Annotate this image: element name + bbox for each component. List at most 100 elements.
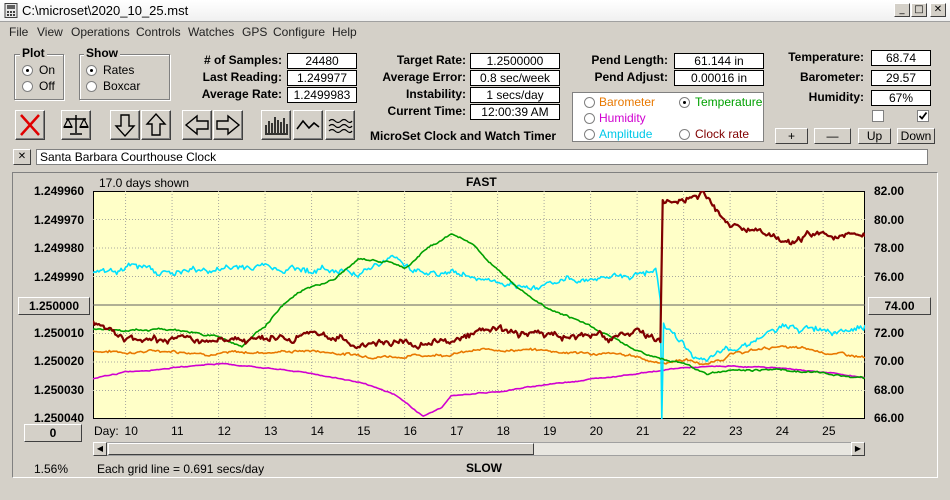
minimize-button[interactable]: _ (894, 3, 910, 17)
x-axis-tick: 18 (496, 424, 510, 438)
show-rates-radio[interactable] (86, 65, 97, 76)
app-name-label: MicroSet Clock and Watch Timer (370, 129, 557, 143)
scroll-left-button[interactable] (182, 110, 212, 140)
window-title: C:\microset\2020_10_25.mst (22, 3, 189, 18)
scale-plus-button[interactable]: + (775, 128, 808, 144)
x-axis-labels: 10 11 12 13 14 15 16 17 18 19 20 21 22 23 24 25 (93, 424, 865, 440)
series-line-amplitude (93, 254, 865, 419)
clock-rate-radio[interactable] (679, 129, 690, 140)
arrow-right-icon (216, 114, 241, 136)
x-axis-tick: 19 (543, 424, 557, 438)
left-axis-tick: 1.249990 (33, 270, 84, 284)
option-checkbox-1[interactable] (872, 110, 884, 122)
days-shown-label: 17.0 days shown (99, 176, 190, 190)
plot-group (14, 54, 64, 100)
x-axis-tick: 16 (403, 424, 417, 438)
line-view-button[interactable] (293, 110, 323, 140)
x-axis-tick: 11 (171, 424, 184, 438)
show-group-title: Show (84, 46, 120, 60)
x-axis-tick: 22 (682, 424, 696, 438)
clock-name-input[interactable]: Santa Barbara Courthouse Clock (36, 149, 928, 165)
menu-operations[interactable]: Operations (71, 25, 130, 39)
rate-chart[interactable] (93, 191, 865, 419)
x-axis-tick: 13 (264, 424, 278, 438)
barometer-field: 29.57 (871, 70, 931, 86)
fast-label: FAST (466, 175, 497, 189)
show-boxcar-radio[interactable] (86, 81, 97, 92)
menu-gps[interactable]: GPS (242, 25, 268, 39)
menu-view[interactable]: View (37, 25, 63, 39)
last-reading-field: 1.249977 (287, 70, 357, 86)
slow-label: SLOW (466, 461, 502, 475)
menu-help[interactable]: Help (332, 25, 357, 39)
scale-down-button[interactable]: Down (897, 128, 935, 144)
scale-up-button[interactable]: Up (858, 128, 891, 144)
scale-minus-button[interactable]: — (814, 128, 851, 144)
offset-button[interactable]: 0 (24, 424, 82, 442)
center-temperature-button[interactable]: 74.00 (868, 297, 931, 315)
current-time-label: Current Time: (387, 104, 466, 118)
show-rates-label: Rates (103, 63, 135, 77)
move-down-button[interactable] (110, 110, 140, 140)
menu-watches[interactable]: Watches (188, 25, 235, 39)
menu-file[interactable]: File (9, 25, 29, 39)
average-rate-label: Average Rate: (201, 87, 282, 101)
plot-off-label: Off (39, 79, 55, 93)
x-axis-tick: 15 (357, 424, 371, 438)
option-checkbox-2[interactable] (917, 110, 929, 122)
red-x-icon (20, 114, 40, 136)
plot-off-radio[interactable] (22, 81, 33, 92)
right-axis-tick: 70.00 (874, 354, 905, 368)
current-time-field: 12:00:39 AM (470, 104, 560, 120)
arrow-up-icon (145, 112, 167, 136)
show-group (79, 54, 170, 100)
clear-data-button[interactable] (15, 110, 45, 140)
average-rate-field: 1.2499983 (287, 87, 357, 103)
center-rate-button[interactable]: 1.250000 (18, 297, 90, 315)
left-axis-tick: 1.250020 (33, 354, 84, 368)
menu-configure[interactable]: Configure (273, 25, 326, 39)
x-axis-tick: 10 (124, 424, 138, 438)
pend-length-label: Pend Length: (591, 53, 668, 67)
scroll-right-button[interactable] (213, 110, 243, 140)
balance-scale-icon (63, 115, 89, 135)
temperature-radio[interactable] (679, 97, 690, 108)
sensor-selector-panel: Barometer Temperature Humidity Amplitude… (572, 92, 764, 142)
target-rate-field: 1.2500000 (470, 53, 560, 69)
scrollbar-thumb[interactable] (108, 443, 534, 455)
right-axis-tick: 68.00 (874, 383, 905, 397)
x-axis-tick: 23 (729, 424, 743, 438)
average-error-label: Average Error: (382, 70, 466, 84)
multi-wave-icon (328, 118, 353, 134)
barometer-label: Barometer: (799, 70, 864, 84)
bars-icon (265, 117, 288, 135)
title-bar: C:\microset\2020_10_25.mst _ □ ✕ (0, 0, 950, 22)
x-axis-tick: 21 (636, 424, 650, 438)
series-line-barometer (93, 345, 865, 366)
amplitude-option-label: Amplitude (599, 127, 653, 141)
left-axis-tick: 1.249970 (33, 213, 84, 227)
scroll-left-arrow[interactable]: ◀ (93, 442, 107, 456)
samples-field: 24480 (287, 53, 357, 69)
calibrate-button[interactable] (61, 110, 91, 140)
series-line-humidity (93, 362, 865, 417)
restore-button[interactable]: □ (911, 3, 927, 17)
amplitude-radio[interactable] (584, 129, 595, 140)
humidity-radio[interactable] (584, 113, 595, 124)
menu-controls[interactable]: Controls (136, 25, 181, 39)
move-up-button[interactable] (141, 110, 171, 140)
pend-length-field: 61.144 in (674, 53, 764, 69)
clear-name-button[interactable]: ✕ (13, 149, 31, 165)
histogram-view-button[interactable] (261, 110, 291, 140)
plot-on-label: On (39, 63, 56, 77)
chart-scrollbar[interactable]: ◀ ▶ (93, 442, 865, 456)
scroll-right-arrow[interactable]: ▶ (851, 442, 865, 456)
barometer-radio[interactable] (584, 97, 595, 108)
pend-adjust-field: 0.00016 in (674, 70, 764, 86)
temperature-option-label: Temperature (695, 95, 763, 109)
close-button[interactable]: ✕ (930, 3, 946, 17)
series-line-clock-rate (93, 191, 865, 350)
plot-on-radio[interactable] (22, 65, 33, 76)
chart-panel (12, 172, 938, 478)
smooth-view-button[interactable] (325, 110, 355, 140)
